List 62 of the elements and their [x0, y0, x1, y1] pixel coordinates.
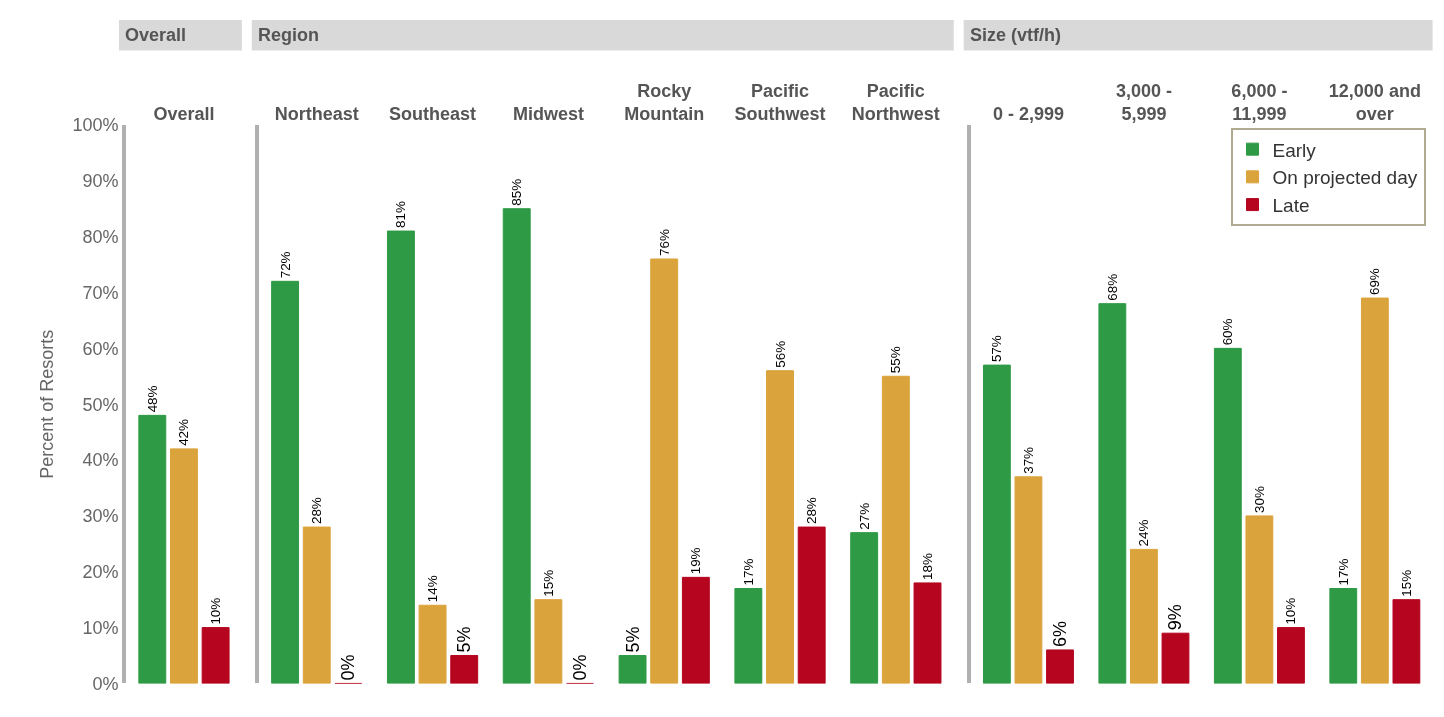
y-axis-title: Percent of Resorts: [37, 329, 58, 479]
y-tick-label: 40%: [82, 450, 119, 471]
data-label: 68%: [1104, 273, 1120, 301]
y-tick-label: 80%: [82, 226, 119, 247]
y-tick-label: 70%: [82, 282, 119, 303]
y-tick-label: 0%: [92, 673, 119, 694]
data-label: 81%: [393, 201, 409, 229]
x-tick-label: 12,000 and over: [1328, 80, 1421, 125]
data-label: 5%: [622, 626, 643, 653]
data-label: 10%: [1283, 597, 1299, 625]
data-label: 14%: [425, 575, 441, 603]
data-label: 6%: [1050, 620, 1071, 647]
data-label: 5%: [454, 626, 475, 653]
x-tick-label: Southeast: [389, 104, 477, 125]
data-label: 69%: [1367, 268, 1383, 296]
y-tick-label: 20%: [82, 562, 119, 583]
data-label: 9%: [1165, 604, 1186, 631]
data-label: 27%: [856, 502, 872, 530]
data-label: 85%: [509, 178, 525, 206]
y-tick-label: 10%: [82, 617, 119, 638]
x-tick-label: Northeast: [274, 104, 359, 125]
legend-label: On projected day: [1272, 167, 1418, 189]
y-tick-label: 30%: [82, 506, 119, 527]
x-tick-label: Rocky Mountain: [624, 80, 705, 125]
data-label: 55%: [888, 346, 904, 374]
data-label: 76%: [656, 229, 672, 256]
y-tick-label: 50%: [82, 394, 119, 415]
data-label: 0%: [338, 654, 359, 681]
data-label: 15%: [540, 569, 556, 597]
data-label: 57%: [989, 335, 1005, 363]
data-label: 28%: [804, 497, 820, 525]
legend-label: Late: [1272, 194, 1310, 216]
data-label: 56%: [772, 340, 788, 368]
x-tick-label: Midwest: [512, 104, 584, 125]
chart-title: Region: [258, 25, 319, 45]
y-tick-label: 90%: [82, 171, 119, 192]
data-label: 17%: [1335, 558, 1351, 586]
data-label: 18%: [919, 552, 935, 580]
chart-title: Size (vtf/h): [970, 25, 1062, 45]
data-label: 19%: [688, 547, 704, 575]
y-tick-label: 60%: [82, 338, 119, 359]
legend-label: Early: [1272, 139, 1317, 161]
x-tick-label: 0 - 2,999: [992, 104, 1064, 125]
data-label: 37%: [1020, 446, 1036, 474]
x-tick-label: Pacific Southwest: [734, 80, 826, 125]
chart-title: Overall: [125, 25, 187, 45]
data-label: 17%: [740, 558, 756, 586]
x-tick-label: 6,000 - 11,999: [1231, 80, 1288, 125]
y-tick-label: 100%: [72, 115, 119, 136]
data-label: 60%: [1220, 318, 1236, 346]
data-label: 15%: [1398, 569, 1414, 597]
x-tick-label: Overall: [153, 104, 215, 125]
data-label: 48%: [144, 385, 160, 413]
data-label: 72%: [277, 251, 293, 279]
data-label: 42%: [176, 418, 192, 446]
data-label: 28%: [309, 497, 325, 525]
data-label: 30%: [1251, 486, 1267, 513]
x-tick-label: 3,000 - 5,999: [1115, 80, 1172, 125]
x-tick-label: Pacific Northwest: [851, 80, 940, 125]
data-label: 24%: [1136, 519, 1152, 547]
data-label: 0%: [570, 654, 591, 681]
data-label: 10%: [208, 597, 224, 625]
